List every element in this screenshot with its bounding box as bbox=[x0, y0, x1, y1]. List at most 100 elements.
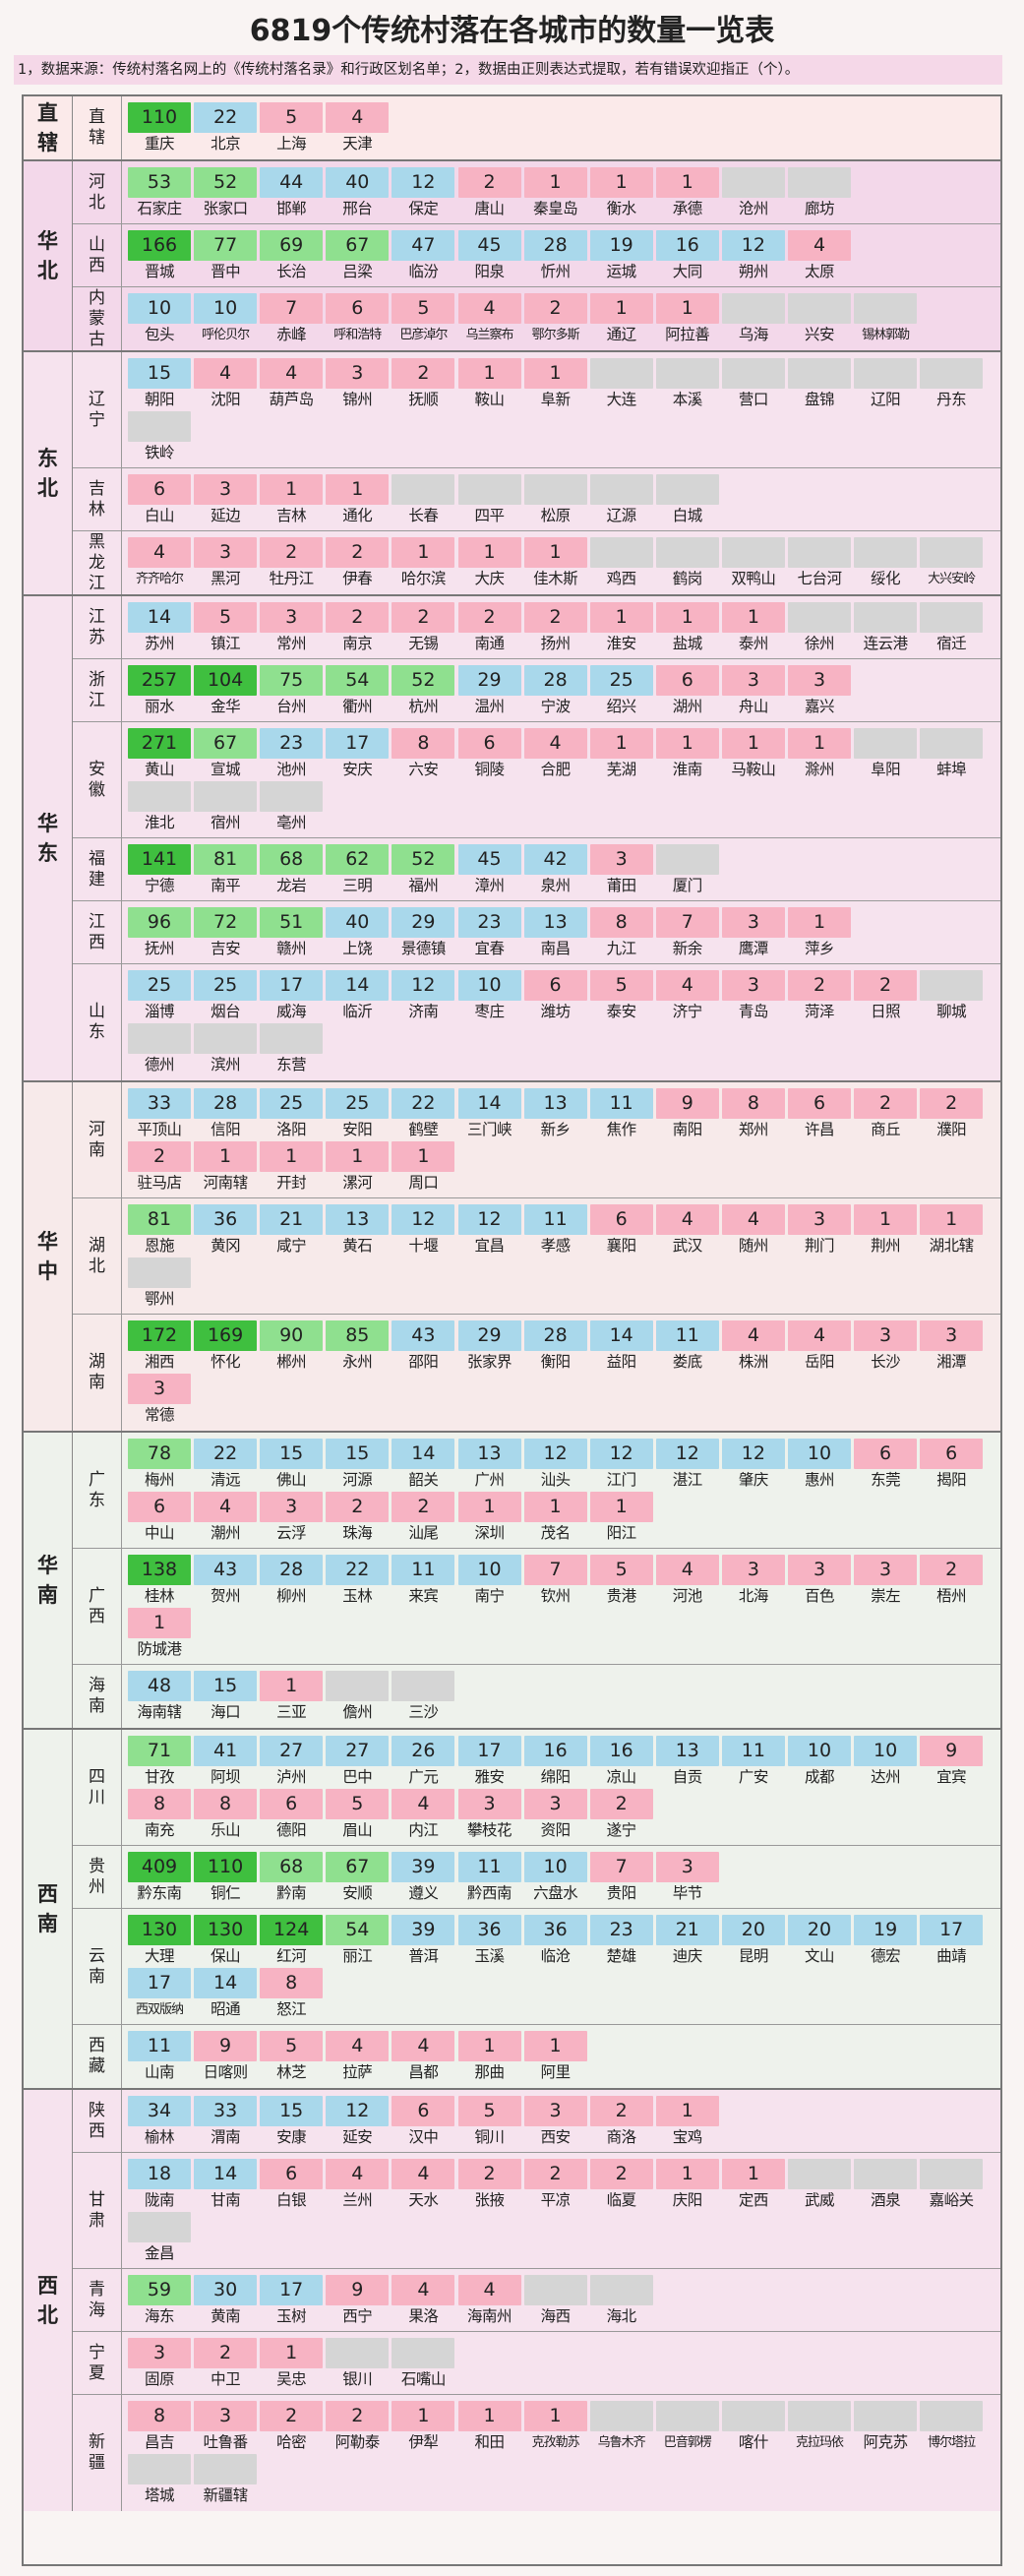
province-label: 云南 bbox=[73, 1909, 122, 2024]
city-cell: 45 漳州 bbox=[457, 844, 521, 897]
city-name: 张家口 bbox=[203, 200, 249, 217]
city-cell: 43 邵阳 bbox=[392, 1320, 455, 1374]
city-name: 三沙 bbox=[408, 1703, 439, 1721]
city-cell: 13 自贡 bbox=[655, 1736, 719, 1789]
province-label: 海南 bbox=[73, 1665, 122, 1728]
province-label: 安徽 bbox=[73, 722, 122, 837]
city-count: 27 bbox=[260, 1736, 324, 1766]
city-cell: 78 梅州 bbox=[128, 1439, 191, 1492]
city-count: 1 bbox=[788, 728, 851, 759]
city-cell: 5 上海 bbox=[260, 102, 324, 155]
city-count bbox=[854, 358, 918, 389]
city-name: 吕梁 bbox=[342, 263, 373, 280]
city-name: 商丘 bbox=[871, 1121, 901, 1138]
city-name: 肇庆 bbox=[738, 1471, 769, 1489]
city-name: 十堰 bbox=[408, 1237, 439, 1255]
city-cell: 金昌 bbox=[128, 2212, 191, 2265]
province-label: 内蒙古 bbox=[73, 287, 122, 350]
city-count: 2 bbox=[392, 1492, 455, 1522]
city-count: 7 bbox=[523, 1555, 587, 1585]
city-count bbox=[194, 2454, 258, 2484]
city-cell: 1 三亚 bbox=[260, 1671, 324, 1724]
city-cell: 6 铜陵 bbox=[457, 728, 521, 781]
city-count: 81 bbox=[194, 844, 258, 875]
city-cell: 3 长沙 bbox=[854, 1320, 918, 1374]
city-cell: 68 黔南 bbox=[260, 1852, 324, 1905]
city-name: 潍坊 bbox=[540, 1003, 572, 1020]
city-count: 19 bbox=[854, 1915, 918, 1945]
city-name: 三门峡 bbox=[466, 1121, 512, 1138]
city-cell: 9 宜宾 bbox=[920, 1736, 984, 1789]
city-count: 2 bbox=[589, 1789, 653, 1819]
province-label: 湖南 bbox=[73, 1315, 122, 1431]
city-name: 玉林 bbox=[342, 1587, 373, 1605]
city-count: 17 bbox=[326, 728, 390, 759]
city-name: 玉溪 bbox=[474, 1947, 505, 1965]
city-count: 1 bbox=[523, 2031, 587, 2061]
city-name: 德阳 bbox=[276, 1821, 307, 1839]
city-count: 1 bbox=[655, 602, 719, 633]
province-row: 甘肃 18 陇南 14 甘南 6 白银 4 兰州 4 天水 2 张掖 2 平凉 2 临夏 1 庆阳 1 定西 武威 酒泉 嘉峪… bbox=[73, 2153, 1000, 2269]
city-name: 文山 bbox=[804, 1947, 835, 1965]
city-cell: 4 乌兰察布 bbox=[457, 293, 521, 346]
city-name: 江门 bbox=[606, 1471, 637, 1489]
city-cell: 3 常州 bbox=[260, 602, 324, 655]
city-count: 17 bbox=[128, 1968, 191, 1998]
city-name: 池州 bbox=[276, 761, 307, 778]
city-cell: 连云港 bbox=[854, 602, 918, 655]
city-cell: 3 锦州 bbox=[326, 358, 390, 411]
city-count: 4 bbox=[655, 970, 719, 1001]
city-count: 2 bbox=[392, 602, 455, 633]
city-name: 邯郸 bbox=[276, 200, 307, 217]
city-count: 16 bbox=[589, 1736, 653, 1766]
city-cell: 12 十堰 bbox=[392, 1204, 455, 1257]
city-name: 珠海 bbox=[342, 1524, 373, 1542]
city-count: 30 bbox=[194, 2275, 258, 2305]
city-name: 贵阳 bbox=[606, 1884, 637, 1902]
city-cell: 15 安康 bbox=[260, 2096, 324, 2149]
city-count: 3 bbox=[260, 602, 324, 633]
city-count: 1 bbox=[721, 2159, 785, 2189]
city-cell: 5 贵港 bbox=[589, 1555, 653, 1608]
city-name: 抚顺 bbox=[408, 391, 439, 408]
city-cell: 17 安庆 bbox=[326, 728, 390, 781]
city-name: 儋州 bbox=[342, 1703, 373, 1721]
city-name: 红河 bbox=[276, 1947, 307, 1965]
city-count: 12 bbox=[326, 2096, 390, 2126]
city-cell: 25 洛阳 bbox=[260, 1088, 324, 1141]
province-label: 河南 bbox=[73, 1082, 122, 1197]
city-name: 西宁 bbox=[342, 2307, 373, 2325]
city-cell: 45 阳泉 bbox=[457, 230, 521, 283]
city-cell: 锡林郭勒 bbox=[854, 293, 918, 346]
city-name: 宿迁 bbox=[936, 635, 967, 652]
province-label: 甘肃 bbox=[73, 2153, 122, 2268]
city-name: 漳州 bbox=[474, 877, 505, 894]
city-cell: 6 潍坊 bbox=[523, 970, 587, 1023]
city-count: 6 bbox=[260, 2159, 324, 2189]
city-count: 8 bbox=[721, 1088, 785, 1119]
city-cell: 138 桂林 bbox=[128, 1555, 191, 1608]
city-count: 7 bbox=[589, 1852, 653, 1882]
city-cell: 1 克孜勒苏 bbox=[523, 2401, 587, 2454]
city-name: 孝感 bbox=[540, 1237, 572, 1255]
province-row: 宁夏 3 固原 2 中卫 1 吴忠 银川 石嘴山 bbox=[73, 2332, 1000, 2395]
city-count: 169 bbox=[194, 1320, 258, 1351]
city-name: 阜新 bbox=[540, 391, 572, 408]
city-cell: 130 大理 bbox=[128, 1915, 191, 1968]
city-name: 许昌 bbox=[804, 1121, 835, 1138]
city-count: 5 bbox=[589, 970, 653, 1001]
city-count: 2 bbox=[260, 537, 324, 568]
city-cell: 62 三明 bbox=[326, 844, 390, 897]
city-count: 29 bbox=[457, 1320, 521, 1351]
city-cell: 1 漯河 bbox=[326, 1141, 390, 1195]
city-count bbox=[920, 358, 984, 389]
city-count: 2 bbox=[260, 2401, 324, 2431]
city-cell: 1 盐城 bbox=[655, 602, 719, 655]
city-name: 岳阳 bbox=[804, 1353, 835, 1371]
city-name: 盐城 bbox=[672, 635, 703, 652]
city-name: 中山 bbox=[144, 1524, 175, 1542]
city-cell: 1 防城港 bbox=[128, 1608, 191, 1661]
city-cell: 51 赣州 bbox=[260, 907, 324, 960]
city-cell: 克拉玛依 bbox=[788, 2401, 851, 2454]
city-count: 3 bbox=[457, 1789, 521, 1819]
